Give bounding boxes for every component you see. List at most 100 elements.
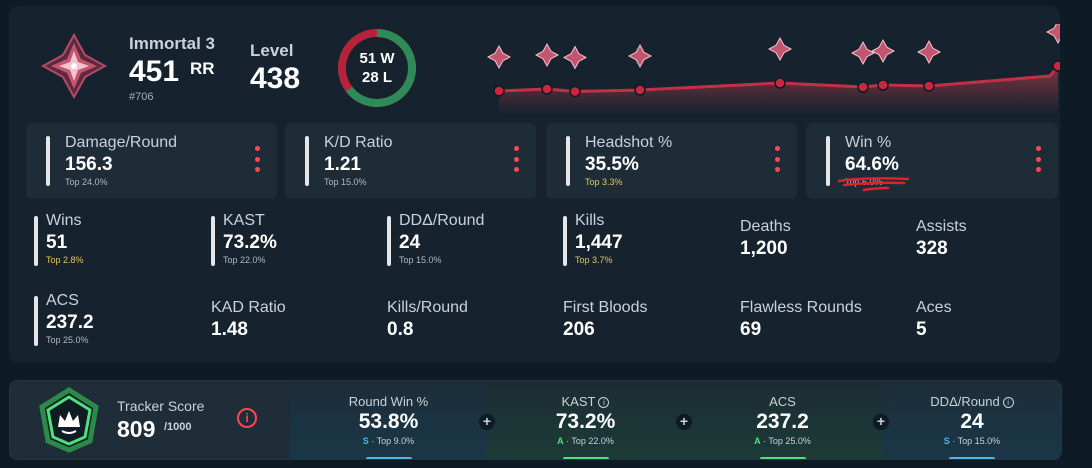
stat-label: ACS <box>46 292 79 309</box>
metric-grade-bar <box>562 457 609 459</box>
rr-graph-point[interactable] <box>774 77 786 89</box>
rr-graph-point[interactable] <box>569 85 581 98</box>
immortal-rank-icon <box>486 44 512 70</box>
tracker-score-label: Tracker Score <box>117 398 205 414</box>
metric-grade-bar <box>759 457 806 459</box>
more-options-icon[interactable] <box>514 146 520 172</box>
stat-value: 1.48 <box>211 319 248 340</box>
stat-label: Aces <box>916 299 952 316</box>
stat-label: Flawless Rounds <box>740 299 862 316</box>
stat-value: 64.6% <box>845 154 899 175</box>
metric-label: ACS <box>769 394 796 409</box>
stat-label: Kills/Round <box>387 299 468 316</box>
metric-tier: S · Top 9.0% <box>362 436 415 446</box>
metric-grade: A <box>557 436 564 446</box>
metric-grade: A <box>754 436 761 446</box>
metric-value: 53.8% <box>358 410 419 433</box>
more-options-icon[interactable] <box>1036 146 1042 172</box>
stat-value: 0.8 <box>387 319 414 340</box>
rr-graph-point[interactable] <box>857 81 869 93</box>
stat-label: Wins <box>46 212 82 229</box>
rr-graph-point[interactable] <box>1052 60 1060 72</box>
metric-grade: S <box>362 436 369 446</box>
more-options-icon[interactable] <box>255 146 261 172</box>
highlight-stat-damage-round: Damage/Round 156.3 Top 24.0% <box>26 123 277 199</box>
add-metric-button[interactable]: + <box>479 414 495 430</box>
stat-value: 1.21 <box>324 154 361 175</box>
stat-percentile-bar <box>826 136 830 186</box>
metric-round-win: Round Win % 53.8% S · Top 9.0% <box>290 381 487 459</box>
metric-tier: A · Top 22.0% <box>557 436 614 446</box>
stat-label: First Bloods <box>563 299 648 316</box>
metric-grade-bar <box>949 457 995 459</box>
rr-graph-point[interactable] <box>634 84 646 96</box>
rr-graph-point[interactable] <box>541 83 553 95</box>
stat-percentile: Top 6.0% <box>845 177 883 187</box>
tracker-score-icon <box>39 387 99 453</box>
stat-percentile-bar <box>566 136 570 186</box>
stat-label: DDΔ/Round <box>399 212 485 229</box>
info-icon[interactable]: i <box>1002 397 1014 408</box>
stat-percentile-bar <box>305 136 309 186</box>
stat-percentile-bar <box>46 136 50 186</box>
more-options-icon[interactable] <box>775 146 781 172</box>
stat-percentile: Top 15.0% <box>324 177 367 187</box>
stat-label: K/D Ratio <box>324 134 393 151</box>
stat-label: Deaths <box>740 218 791 235</box>
rr-graph-point[interactable] <box>877 79 889 91</box>
tracker-score-value: 809 <box>117 416 156 442</box>
metric-value: 24 <box>960 410 984 433</box>
stat-value: 51 <box>46 232 68 253</box>
add-metric-button[interactable]: + <box>676 414 692 430</box>
tracker-score-summary: Tracker Score 809 /1000 i <box>10 381 290 459</box>
stat-value: 5 <box>916 319 927 340</box>
rr-graph-area <box>499 66 1058 114</box>
stat-value: 35.5% <box>585 154 639 175</box>
stat-label: Headshot % <box>585 134 673 151</box>
metric-grade-bar <box>365 457 412 459</box>
stat-percentile: Top 2.8% <box>46 255 84 265</box>
stat-percentile-bar <box>387 216 391 266</box>
immortal-rank-icon <box>850 40 876 66</box>
stat-percentile-bar <box>34 296 38 346</box>
level-label: Level <box>250 41 294 60</box>
metric-value: 237.2 <box>756 410 809 433</box>
stat-value: 328 <box>916 238 948 259</box>
metric-dda-round: DDΔ/Round i 24 S · Top 15.0% <box>881 381 1061 459</box>
immortal-rank-icon <box>562 45 588 70</box>
wins-count: 51 W <box>359 50 395 67</box>
rr-history-graph[interactable] <box>479 24 1060 114</box>
stat-percentile: Top 15.0% <box>399 255 442 265</box>
add-metric-button[interactable]: + <box>873 414 889 430</box>
metric-grade: S <box>943 436 950 446</box>
losses-count: 28 L <box>361 69 392 86</box>
metric-kast: KAST i 73.2% A · Top 22.0% <box>487 381 684 459</box>
info-icon[interactable]: i <box>237 408 257 428</box>
stat-value: 237.2 <box>46 312 94 333</box>
info-icon[interactable]: i <box>598 397 610 408</box>
stat-percentile: Top 25.0% <box>46 335 89 345</box>
metric-value: 73.2% <box>555 410 616 433</box>
rr-graph-point[interactable] <box>493 85 505 97</box>
leaderboard-position: #706 <box>129 91 154 103</box>
stat-value: 206 <box>563 319 595 340</box>
stat-label: KAD Ratio <box>211 299 286 316</box>
highlight-stat-win-percent: Win % 64.6% Top 6.0% <box>806 123 1058 199</box>
stat-value: 156.3 <box>65 154 113 175</box>
immortal-rank-icon <box>534 42 560 68</box>
stat-percentile: Top 3.3% <box>585 177 623 187</box>
rank-rating-value: 451 <box>129 55 180 88</box>
stat-value: 69 <box>740 319 762 340</box>
metric-tier: S · Top 15.0% <box>943 436 1001 446</box>
stat-percentile-bar <box>34 216 38 266</box>
rr-graph-point[interactable] <box>923 80 935 92</box>
rr-graph-line <box>498 65 1060 94</box>
stat-label: Kills <box>575 212 605 229</box>
immortal-rank-icon <box>767 36 793 62</box>
stat-percentile-bar <box>211 216 215 266</box>
tracker-score-max: /1000 <box>164 421 192 433</box>
stat-percentile: Top 3.7% <box>575 255 613 265</box>
red-underline-annotation <box>837 177 910 192</box>
stat-label: Assists <box>916 218 967 235</box>
stat-label: Damage/Round <box>65 134 178 151</box>
